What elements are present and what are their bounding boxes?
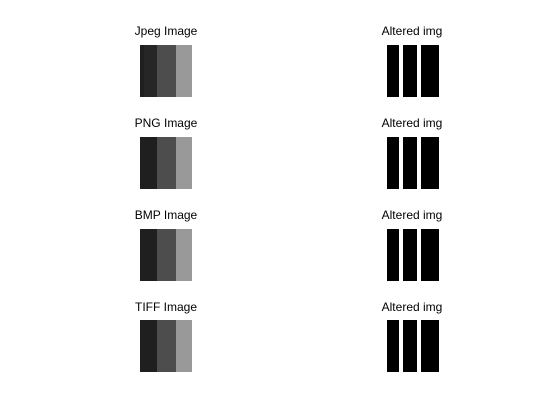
altered-stripe-5 <box>421 229 439 281</box>
original-stripe-4 <box>176 137 192 189</box>
original-stripe-3 <box>157 229 176 281</box>
altered-stripe-1 <box>387 137 399 189</box>
original-stripe-2 <box>144 45 157 97</box>
altered-stripe-5 <box>421 45 439 97</box>
png-image-title: PNG Image <box>134 116 198 130</box>
altered-stripe-4 <box>417 45 421 97</box>
jpeg-altered-panel <box>387 45 439 97</box>
bmp-altered-panel <box>387 229 439 281</box>
jpeg-altered-title: Altered img <box>381 24 443 38</box>
altered-stripe-2 <box>399 45 403 97</box>
altered-stripe-3 <box>403 45 417 97</box>
altered-stripe-2 <box>399 137 403 189</box>
bmp-image-title: BMP Image <box>134 208 198 222</box>
altered-stripe-1 <box>387 45 399 97</box>
original-stripe-4 <box>176 45 192 97</box>
original-stripe-3 <box>157 45 176 97</box>
original-stripe-1 <box>140 320 144 372</box>
altered-stripe-3 <box>403 229 417 281</box>
jpeg-image-title: Jpeg Image <box>134 24 198 38</box>
png-altered-title: Altered img <box>381 116 443 130</box>
altered-stripe-4 <box>417 320 421 372</box>
altered-stripe-5 <box>421 137 439 189</box>
altered-stripe-4 <box>417 229 421 281</box>
original-stripe-1 <box>140 137 144 189</box>
tiff-image-title: TIFF Image <box>134 300 197 314</box>
png-altered-panel <box>387 137 439 189</box>
tiff-altered-panel <box>387 320 439 372</box>
original-stripe-2 <box>144 229 157 281</box>
altered-stripe-4 <box>417 137 421 189</box>
original-stripe-2 <box>144 137 157 189</box>
altered-stripe-3 <box>403 320 417 372</box>
original-stripe-1 <box>140 229 144 281</box>
tiff-altered-title: Altered img <box>381 300 443 314</box>
original-stripe-4 <box>176 229 192 281</box>
altered-stripe-2 <box>399 229 403 281</box>
png-image-panel <box>140 137 192 189</box>
bmp-image-panel <box>140 229 192 281</box>
original-stripe-2 <box>144 320 157 372</box>
altered-stripe-3 <box>403 137 417 189</box>
altered-stripe-2 <box>399 320 403 372</box>
original-stripe-3 <box>157 320 176 372</box>
tiff-image-panel <box>140 320 192 372</box>
original-stripe-3 <box>157 137 176 189</box>
jpeg-image-panel <box>140 45 192 97</box>
bmp-altered-title: Altered img <box>381 208 443 222</box>
altered-stripe-5 <box>421 320 439 372</box>
original-stripe-1 <box>140 45 144 97</box>
altered-stripe-1 <box>387 320 399 372</box>
altered-stripe-1 <box>387 229 399 281</box>
original-stripe-4 <box>176 320 192 372</box>
